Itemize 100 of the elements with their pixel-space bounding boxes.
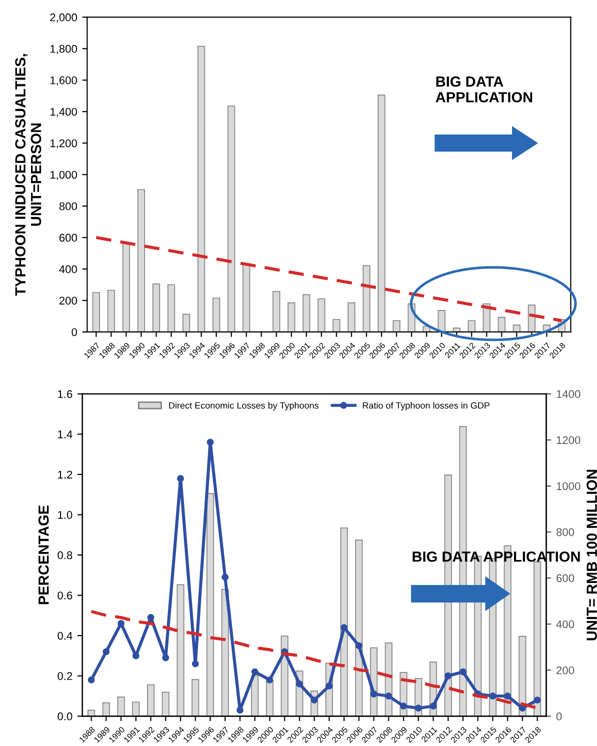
y2-tick-label: 1000 — [556, 482, 580, 490]
bar — [438, 310, 446, 332]
point — [518, 704, 526, 712]
bar — [92, 292, 100, 332]
y-tick-label: 0.2 — [58, 672, 72, 680]
point — [266, 676, 274, 684]
legend-label: Ratio of Typhoon losses in GDP — [362, 402, 490, 410]
y-tick-label: 1,400 — [50, 108, 78, 118]
bar — [302, 294, 310, 332]
bar — [392, 320, 400, 332]
y2-tick-label: 0 — [556, 712, 562, 720]
y-tick-label: 600 — [59, 234, 78, 242]
point — [326, 682, 333, 690]
bar — [132, 702, 140, 716]
bar — [162, 692, 170, 716]
point — [504, 692, 512, 700]
point — [296, 680, 303, 688]
y-tick-label: 800 — [59, 202, 78, 210]
bar — [452, 328, 460, 332]
point — [400, 702, 407, 710]
point — [534, 696, 541, 704]
y-tick-label: 1,600 — [50, 76, 78, 86]
y2-tick-label: 1400 — [556, 390, 580, 398]
y-tick-label: 1.6 — [58, 390, 72, 398]
y-tick-label: 1.2 — [58, 470, 72, 478]
bar — [192, 679, 200, 716]
bar — [288, 302, 296, 332]
bar — [318, 298, 326, 332]
annotation: BIG DATA APPLICATION — [436, 76, 532, 102]
point — [355, 642, 362, 650]
bar — [198, 46, 206, 332]
point — [132, 652, 140, 660]
line-series — [94, 236, 564, 322]
bar — [147, 684, 155, 716]
bar — [228, 106, 236, 332]
y-tick-label: 0.6 — [58, 592, 72, 600]
point — [162, 654, 170, 662]
point — [88, 676, 95, 684]
y-tick-label: 200 — [59, 296, 78, 305]
bar — [332, 318, 340, 332]
bar — [137, 189, 146, 332]
legend-label: Direct Economic Losses by Typhoons — [169, 402, 319, 410]
point — [147, 614, 154, 621]
point — [236, 706, 244, 714]
point — [444, 672, 452, 680]
point — [430, 702, 437, 710]
y-tick-label: 0.0 — [58, 712, 72, 720]
bar — [468, 320, 476, 332]
bar — [122, 242, 130, 332]
y-tick-label: 1,200 — [50, 139, 78, 149]
point — [118, 620, 125, 627]
y-tick-label: 0 — [72, 328, 78, 336]
bar — [251, 675, 259, 716]
point — [489, 692, 496, 700]
point — [370, 690, 378, 698]
bar — [102, 702, 110, 716]
y2-tick-label: 200 — [556, 666, 574, 674]
point — [206, 438, 214, 446]
bar — [362, 265, 370, 332]
bar — [348, 302, 356, 332]
bar — [117, 696, 125, 716]
bar — [266, 680, 274, 716]
bar — [212, 298, 220, 332]
bar — [107, 290, 115, 332]
y-tick-label: 0.4 — [58, 632, 72, 640]
bar — [340, 527, 348, 716]
point — [192, 660, 199, 668]
y-tick-label: 2,000 — [50, 13, 78, 23]
point — [222, 574, 229, 581]
y2-tick-label: 800 — [556, 528, 574, 536]
bar — [152, 284, 160, 332]
y-tick-label: 1,000 — [50, 170, 78, 180]
bar — [512, 324, 520, 332]
point — [102, 648, 110, 656]
bar — [498, 316, 506, 332]
y2-tick-label: 400 — [556, 620, 574, 628]
y-tick-label: 1,800 — [50, 44, 78, 54]
y-tick-label: 0.8 — [58, 551, 72, 560]
bar — [355, 540, 363, 716]
point — [177, 475, 184, 482]
y-tick-label: 1.4 — [58, 430, 72, 438]
y-tick-label: 400 — [59, 265, 78, 274]
point — [385, 692, 392, 700]
bar — [167, 284, 176, 332]
y-axis-title: PERCENTAGE — [38, 505, 49, 604]
point — [251, 668, 258, 676]
y-tick-label: 1.0 — [58, 511, 72, 519]
y2-tick-label: 600 — [556, 574, 574, 582]
bar — [272, 290, 280, 332]
bar — [221, 588, 229, 716]
point — [460, 668, 466, 676]
bar — [534, 562, 542, 716]
y2-tick-label: 1200 — [556, 436, 580, 444]
bar — [242, 264, 250, 332]
bar — [378, 94, 386, 332]
bar — [176, 584, 184, 716]
bar — [206, 493, 214, 716]
point — [414, 704, 422, 712]
y2-axis-title: UNIT= RMB 100 MILLION — [586, 470, 597, 640]
point — [340, 624, 348, 632]
